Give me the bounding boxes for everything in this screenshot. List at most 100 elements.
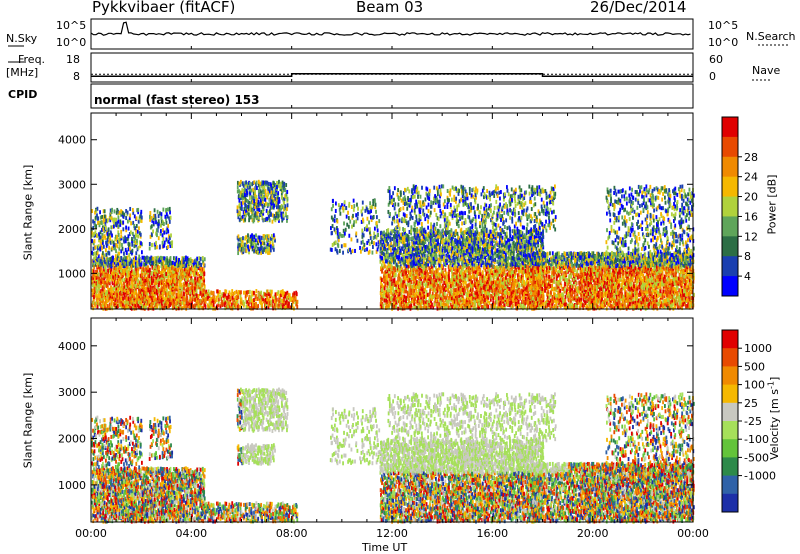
power-cell: [110, 216, 113, 221]
power-cell: [406, 252, 408, 257]
power-cell: [273, 185, 276, 190]
power-cell: [110, 260, 112, 265]
power-cell: [163, 263, 166, 268]
power-cell: [428, 244, 431, 249]
power-cell: [100, 282, 103, 287]
power-cell: [135, 228, 137, 233]
power-cell: [215, 297, 218, 302]
power-cell: [135, 306, 138, 311]
power-cell: [132, 296, 135, 301]
power-cell: [344, 227, 347, 232]
power-cell: [464, 273, 467, 278]
power-cell: [262, 294, 265, 299]
power-cell: [460, 277, 462, 282]
power-cell: [363, 227, 366, 232]
power-cell: [465, 258, 468, 263]
power-cell: [405, 264, 408, 269]
power-cell: [420, 268, 423, 273]
power-cell: [122, 213, 124, 218]
power-cell: [246, 204, 249, 209]
power-cell: [451, 258, 454, 263]
power-cell: [246, 211, 249, 216]
power-cell: [430, 238, 432, 243]
power-cell: [278, 218, 280, 223]
power-cell: [116, 281, 119, 286]
power-cell: [293, 291, 296, 296]
power-cell: [247, 290, 250, 295]
power-cell: [125, 256, 128, 261]
power-cell: [289, 305, 292, 310]
power-cell: [410, 256, 413, 261]
power-cell: [159, 244, 161, 249]
power-cell: [233, 290, 236, 295]
power-cell: [271, 186, 274, 191]
power-cell: [282, 213, 285, 218]
power-cell: [467, 260, 470, 265]
power-cell: [103, 273, 106, 278]
power-cell: [248, 247, 250, 252]
power-cell: [281, 216, 284, 221]
power-cell: [382, 285, 384, 290]
power-cell: [147, 287, 150, 292]
power-cell: [254, 238, 257, 243]
power-cell: [116, 298, 119, 303]
power-cell: [268, 301, 271, 306]
power-cell: [159, 270, 162, 275]
power-cell: [120, 234, 123, 239]
power-cell: [108, 277, 111, 282]
power-cell: [267, 247, 270, 252]
power-cell: [455, 287, 457, 292]
power-cell: [387, 252, 390, 257]
power-cell: [122, 291, 125, 296]
power-cell: [195, 289, 198, 294]
cpid-panel-frame: [90, 83, 694, 109]
power-cell: [169, 273, 172, 278]
power-cell: [231, 295, 234, 300]
power-cell: [154, 256, 157, 261]
power-cell: [147, 256, 150, 261]
power-cell: [103, 295, 106, 300]
power-cell: [169, 283, 172, 288]
power-cell: [98, 293, 101, 298]
power-cell: [368, 249, 371, 254]
power-cell: [438, 229, 441, 234]
power-cell: [280, 203, 283, 208]
power-cell: [360, 219, 363, 224]
power-cell: [245, 213, 248, 218]
power-cell: [262, 209, 264, 214]
power-cell: [372, 244, 374, 249]
power-cell: [174, 272, 177, 277]
power-cell: [155, 302, 158, 307]
power-cell: [442, 303, 445, 308]
power-cell: [156, 278, 159, 283]
power-cell: [257, 209, 260, 214]
power-cell: [403, 233, 406, 238]
power-cell: [471, 287, 474, 292]
power-cell: [261, 241, 264, 246]
power-cell: [229, 300, 232, 305]
power-cell: [162, 260, 165, 265]
power-cell: [192, 304, 194, 309]
power-cell: [134, 276, 137, 281]
power-cell: [407, 276, 410, 281]
power-cell: [127, 261, 130, 266]
power-cell: [253, 195, 256, 200]
power-cell: [108, 287, 111, 292]
power-cell: [442, 293, 445, 298]
power-cell: [130, 268, 133, 273]
power-cell: [249, 297, 252, 302]
power-cell: [96, 251, 99, 256]
power-cell: [273, 298, 276, 303]
power-cell: [386, 290, 389, 295]
power-cell: [281, 304, 284, 309]
power-cell: [180, 292, 183, 297]
power-cell: [344, 243, 347, 248]
power-cell: [291, 296, 294, 301]
power-cell: [162, 207, 165, 212]
power-cell: [278, 199, 281, 204]
power-cell: [106, 261, 109, 266]
power-cell: [209, 304, 212, 309]
power-cell: [473, 234, 476, 239]
power-cell: [102, 251, 104, 256]
power-cell: [261, 202, 264, 207]
